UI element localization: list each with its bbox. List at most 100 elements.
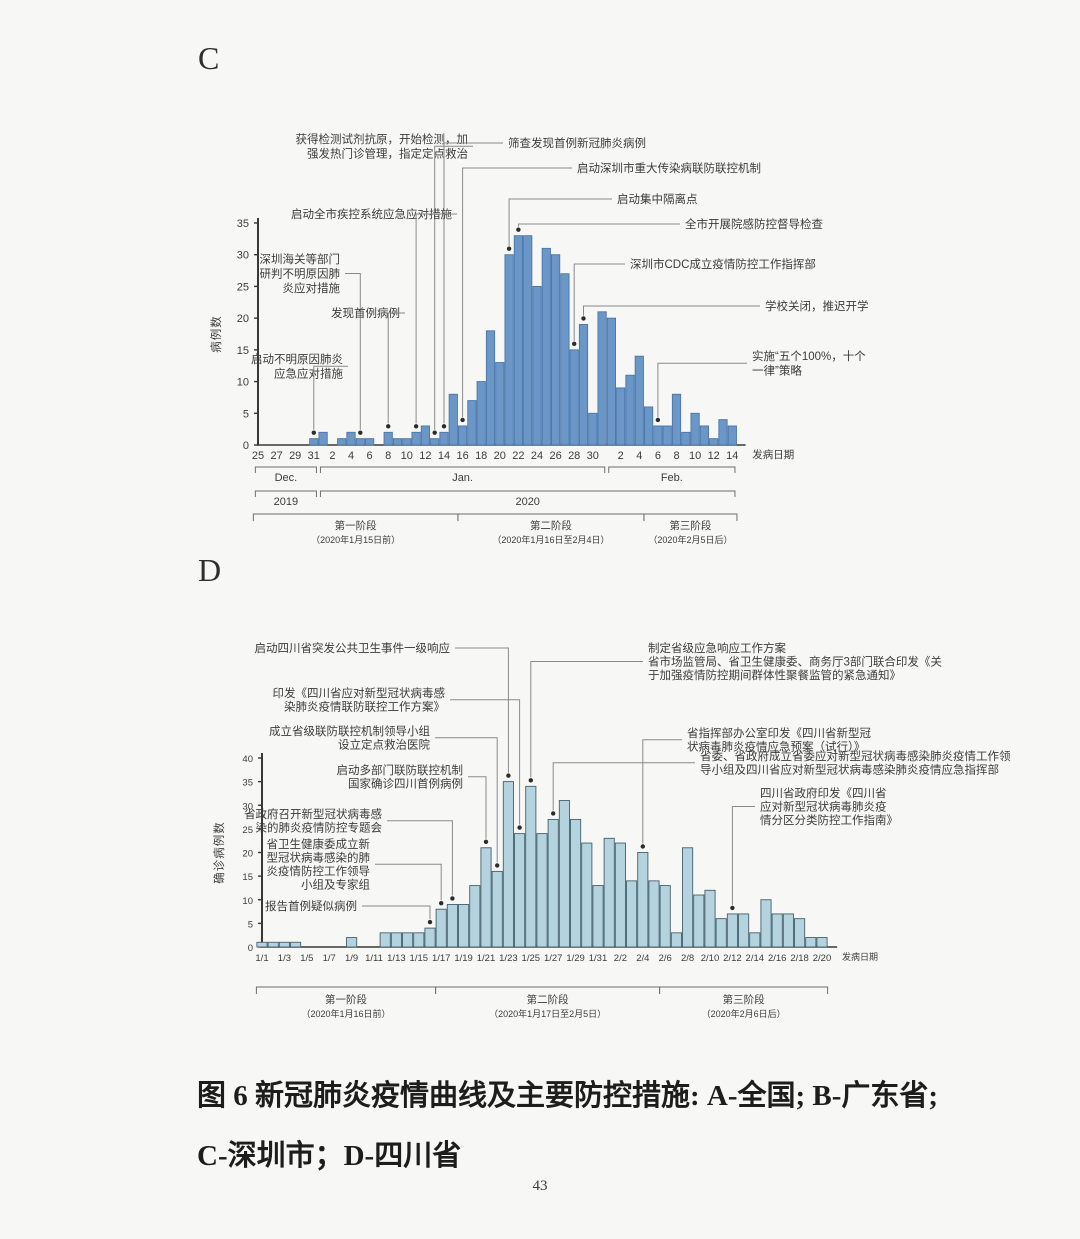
annotation-label: 成立省级联防联控机制领导小组 — [269, 724, 430, 738]
annotation-label: 印发《四川省应对新型冠状病毒感 — [273, 686, 446, 700]
y-tick-label: 40 — [242, 754, 253, 765]
annotation-dot — [730, 905, 735, 911]
y-tick-label: 20 — [237, 313, 249, 325]
bar — [267, 941, 279, 948]
annotation-label: 启动多部门联防联控机制 — [337, 763, 464, 777]
y-tick-label: 10 — [237, 377, 249, 389]
x-tick-label: 1/31 — [589, 953, 608, 964]
month-label: Feb. — [661, 472, 683, 484]
bar — [383, 431, 393, 446]
annotation-dot — [517, 825, 522, 830]
x-tick-label: 4 — [348, 450, 354, 462]
annotation-connector — [455, 647, 509, 773]
annotation-dot — [427, 919, 433, 925]
annotation-label: 全市开展院感防控督导检查 — [685, 217, 823, 231]
bar — [738, 913, 750, 948]
bar — [816, 937, 828, 948]
annotation-connector — [434, 145, 473, 430]
month-brackets: Dec. Jan. Feb. — [254, 466, 736, 484]
bar — [290, 941, 302, 948]
annotation-label: 染的肺炎疫情防控专题会 — [256, 821, 383, 835]
annotation-dot — [581, 316, 586, 321]
annotation-label: 一律”策略 — [752, 364, 802, 378]
annotation-label: 省委、省政府成立省委应对新型冠状病毒感染肺炎疫情工作领 — [700, 749, 1011, 763]
annotation-connector — [375, 863, 442, 901]
bar — [458, 904, 470, 948]
bar — [699, 425, 710, 446]
x-tick-label: 1/11 — [365, 953, 383, 964]
x-tick-label: 1/15 — [410, 953, 429, 964]
bar — [671, 393, 682, 446]
bar — [458, 425, 468, 446]
annotation-label: 获得检测试剂抗原，开始检测，加 — [296, 132, 469, 146]
x-tick-label: 25 — [252, 450, 264, 462]
bar — [424, 927, 436, 948]
annotation-connector — [450, 699, 521, 825]
bar — [709, 438, 719, 446]
month-label: Dec. — [275, 472, 298, 484]
bar — [659, 885, 671, 948]
figure-caption: 图 6 新冠肺炎疫情曲线及主要防控措施: A-全国; B-广东省; C-深圳市；… — [197, 1066, 957, 1186]
bar — [318, 431, 328, 446]
annotation-connector — [517, 223, 680, 227]
annotation-dot — [551, 811, 556, 816]
bar — [430, 438, 440, 446]
bar — [439, 431, 449, 446]
x-tick-label: 27 — [270, 450, 282, 462]
annotation-label: 国家确诊四川首例病例 — [348, 777, 463, 791]
y-tick-label: 30 — [242, 801, 253, 812]
y-tick-label: 35 — [242, 778, 253, 789]
bar — [578, 324, 589, 446]
phase-label: 第一阶段 — [335, 519, 377, 532]
x-tick-label: 1/7 — [323, 953, 336, 964]
x-tick-label: 1/17 — [432, 953, 451, 964]
x-tick-label: 12 — [419, 450, 431, 462]
month-label: Jan. — [452, 472, 473, 484]
bar — [794, 918, 806, 948]
page-number: 43 — [532, 1178, 548, 1194]
x-tick-label: 20 — [494, 450, 506, 462]
y-tick-label: 10 — [242, 896, 253, 907]
panel-label-c: C — [198, 40, 220, 76]
annotation-connector — [345, 273, 361, 430]
annotation-label: 省指挥部办公室印发《四川省新型冠 — [687, 726, 871, 740]
bar — [715, 918, 727, 948]
annotation-connector — [552, 762, 695, 811]
annotation-label: 强发热门诊管理，指定定点救治 — [307, 147, 468, 161]
caption-line-1: 图 6 新冠肺炎疫情曲线及主要防控措施: A-全国; B-广东省; — [197, 1080, 939, 1112]
annotation-dot — [483, 839, 489, 844]
y-tick-label: 5 — [248, 919, 253, 930]
bar — [616, 387, 626, 446]
bar — [346, 937, 358, 948]
annotation-label: 报告首例疑似病例 — [265, 899, 357, 913]
bar — [693, 894, 705, 948]
bar — [653, 425, 663, 446]
x-tick-label: 1/1 — [255, 953, 268, 964]
annotation-label: 于加强疫情防控期间群体性聚餐监管的紧急通知》 — [648, 668, 901, 682]
bar — [662, 425, 672, 446]
phase-label: 第二阶段 — [527, 993, 569, 1006]
annotation-dot — [311, 430, 316, 435]
annotation-label: 省市场监管局、省卫生健康委、商务厅3部门联合印发《关 — [648, 655, 942, 669]
phase-date-range: （2020年2月5日后） — [648, 534, 732, 545]
bar — [625, 374, 635, 446]
x-tick-label: 2/6 — [659, 953, 672, 964]
y-tick-labels: 0 5 10 15 20 25 30 35 40 — [242, 754, 262, 954]
phase-date-range: （2020年1月17日至2月5日） — [489, 1008, 606, 1019]
bar — [614, 842, 626, 948]
x-tick-label: 2 — [329, 450, 335, 462]
annotation-label: 启动深圳市重大传染病联防联控机制 — [577, 161, 761, 175]
phase-bracket — [435, 986, 661, 994]
x-tick-label: 1/19 — [454, 953, 473, 964]
phase-date-range: （2020年1月15日前） — [311, 534, 400, 545]
bar — [532, 285, 542, 446]
x-tick-label: 26 — [549, 450, 561, 462]
x-tick-label: 2/12 — [723, 953, 742, 964]
annotation-label: 实施“五个100%，十个 — [752, 349, 866, 363]
month-bracket — [254, 466, 317, 473]
x-tick-label: 31 — [308, 450, 320, 462]
annotation-dot — [432, 430, 437, 435]
bars — [309, 235, 737, 446]
bar — [581, 842, 593, 948]
